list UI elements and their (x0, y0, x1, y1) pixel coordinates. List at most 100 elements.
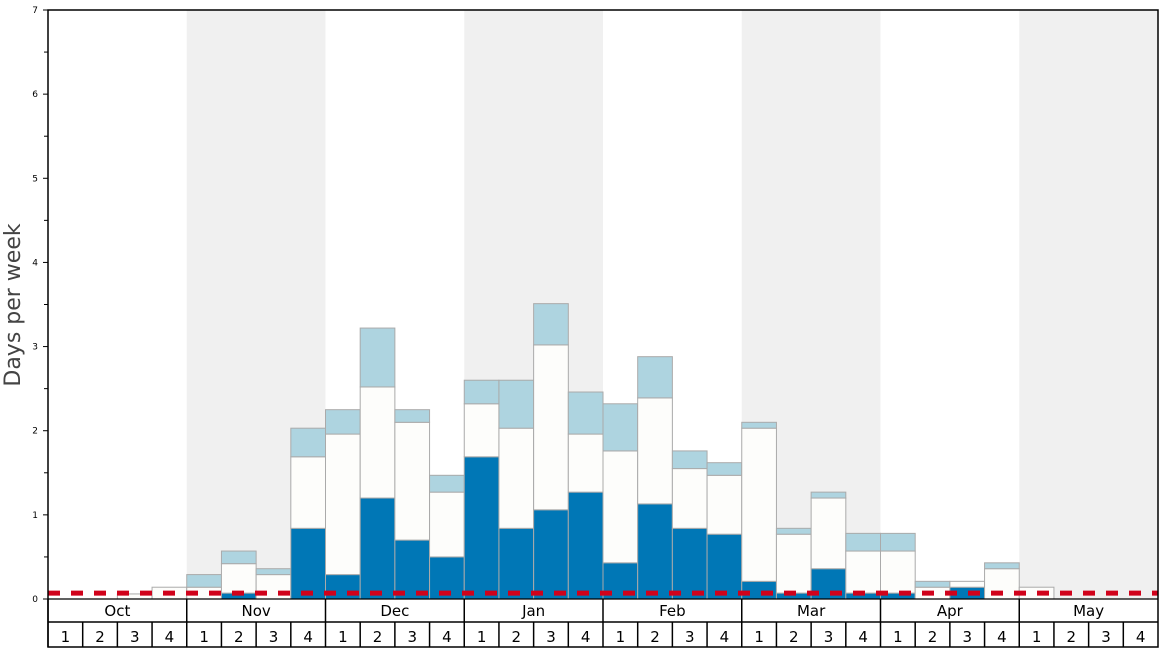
x-axis: Oct 1 2 3 4 Nov 1 2 3 4 Dec 1 2 3 4 Jan 1 2 3 4 Feb 1 2 3 4 Mar 1 2… (47, 598, 1158, 647)
bar-white-17 (637, 397, 673, 505)
week-label: 2 (512, 628, 522, 646)
week-label: 4 (165, 628, 175, 646)
bar-white-23 (845, 550, 881, 594)
bar-light-19 (706, 462, 743, 476)
week-label: 2 (650, 628, 660, 646)
bar-light-9 (359, 327, 396, 388)
bar-light-11 (429, 474, 465, 493)
week-label: 3 (546, 628, 556, 646)
y-tick-label: 2 (32, 427, 38, 437)
bar-white-18 (671, 468, 708, 529)
bar-light-16 (602, 403, 639, 452)
bar-dark-15 (567, 491, 604, 600)
week-label: 3 (685, 628, 695, 646)
bar-light-25 (914, 580, 951, 588)
bar-white-14 (533, 344, 569, 511)
week-label: 1 (61, 628, 71, 646)
month-label-jan: Jan (521, 602, 545, 620)
bar-white-7 (290, 456, 326, 529)
week-label: 3 (1101, 628, 1111, 646)
bars (116, 303, 1055, 600)
week-label: 3 (962, 628, 972, 646)
bar-light-24 (880, 532, 916, 552)
bar-white-24 (880, 550, 916, 594)
week-label: 4 (581, 628, 591, 646)
week-label: 2 (1067, 628, 1077, 646)
week-label: 2 (928, 628, 938, 646)
bar-light-4 (186, 574, 222, 588)
bar-light-17 (637, 356, 673, 399)
week-label: 4 (997, 628, 1007, 646)
month-shade-may (1019, 10, 1158, 599)
month-label-apr: Apr (937, 602, 964, 620)
bar-dark-7 (290, 527, 326, 600)
bar-white-16 (602, 450, 639, 564)
bar-dark-19 (706, 533, 743, 600)
y-tick-label: 3 (32, 343, 38, 353)
bar-light-22 (810, 491, 847, 499)
y-tick-label: 0 (32, 595, 38, 605)
bar-white-11 (429, 491, 465, 558)
bar-light-14 (533, 303, 569, 346)
month-label-may: May (1073, 602, 1104, 620)
bar-white-19 (706, 474, 743, 535)
week-label: 4 (1136, 628, 1146, 646)
bar-dark-12 (463, 456, 500, 600)
month-label-nov: Nov (241, 602, 270, 620)
bar-light-15 (567, 391, 604, 435)
bar-white-26 (949, 580, 986, 588)
bar-light-5 (220, 550, 257, 565)
bar-dark-17 (637, 503, 673, 600)
bar-dark-20 (741, 580, 777, 600)
bar-white-10 (394, 421, 431, 541)
bar-light-23 (845, 532, 881, 552)
bar-dark-9 (359, 497, 396, 600)
month-label-mar: Mar (797, 602, 826, 620)
bar-light-13 (498, 379, 535, 429)
bar-dark-13 (498, 527, 535, 600)
bar-dark-18 (671, 527, 708, 600)
bar-white-20 (741, 427, 777, 582)
week-label: 2 (234, 628, 244, 646)
week-label: 2 (789, 628, 799, 646)
bar-white-15 (567, 433, 604, 493)
bar-white-22 (810, 497, 847, 570)
bar-light-21 (775, 527, 812, 535)
bar-dark-10 (394, 539, 431, 600)
bar-white-8 (325, 433, 361, 576)
y-tick-label: 5 (32, 174, 38, 184)
week-label: 4 (858, 628, 868, 646)
week-label: 3 (407, 628, 417, 646)
bar-light-18 (671, 450, 708, 470)
month-label-oct: Oct (104, 602, 130, 620)
y-tick-label: 4 (32, 258, 38, 268)
week-label: 2 (95, 628, 105, 646)
bar-white-9 (359, 386, 396, 499)
bar-light-27 (984, 562, 1020, 570)
week-label: 1 (338, 628, 348, 646)
bar-light-8 (325, 409, 361, 435)
bar-white-5 (220, 563, 257, 594)
week-label: 4 (442, 628, 452, 646)
bar-light-6 (255, 568, 292, 576)
week-label: 3 (269, 628, 279, 646)
bar-white-13 (498, 427, 535, 529)
y-tick-label: 7 (32, 6, 38, 16)
week-label: 3 (824, 628, 834, 646)
bar-light-7 (290, 427, 326, 458)
week-label: 1 (893, 628, 903, 646)
week-label: 1 (754, 628, 764, 646)
week-label: 1 (1032, 628, 1042, 646)
y-axis-label: Days per week (1, 223, 26, 386)
week-label: 3 (130, 628, 140, 646)
bar-light-10 (394, 409, 431, 423)
y-tick-label: 1 (32, 511, 38, 521)
month-label-dec: Dec (380, 602, 409, 620)
month-label-feb: Feb (659, 602, 686, 620)
week-label: 4 (303, 628, 313, 646)
week-label: 2 (373, 628, 383, 646)
week-label: 1 (477, 628, 487, 646)
bar-light-20 (741, 421, 777, 429)
bar-white-12 (463, 403, 500, 458)
